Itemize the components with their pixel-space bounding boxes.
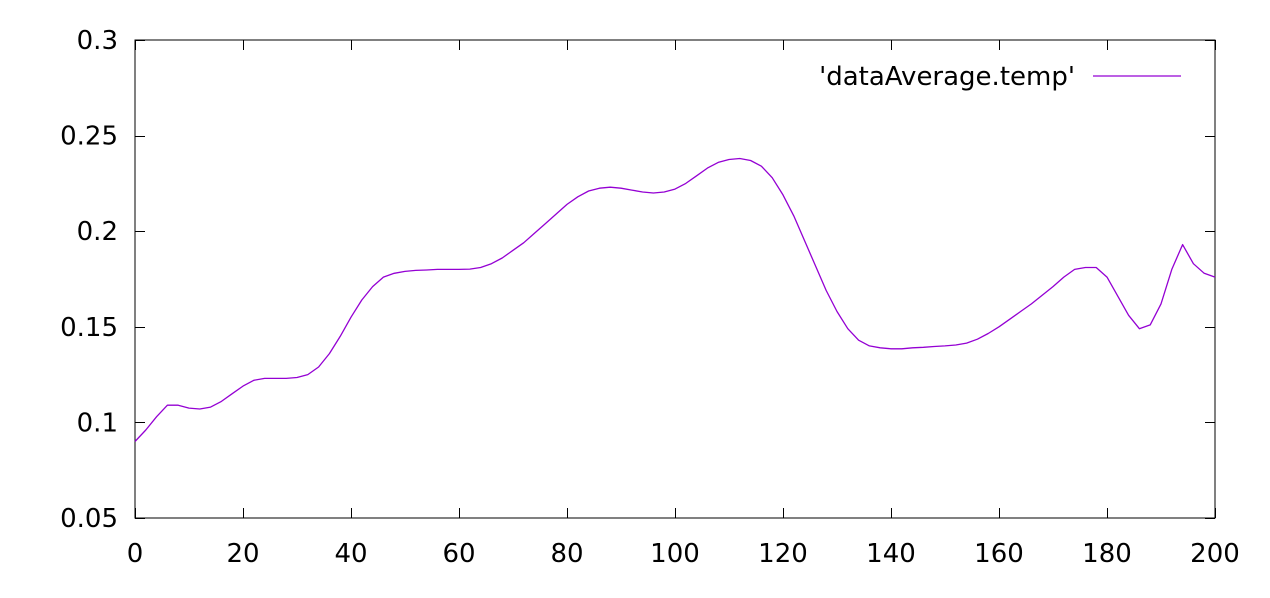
series-line	[134, 157, 1216, 442]
legend: 'dataAverage.temp'	[819, 62, 1181, 92]
y-tick-label: 0.15	[60, 313, 118, 343]
x-tick-label: 60	[442, 539, 475, 569]
x-tick-label: 0	[127, 539, 144, 569]
y-tick-label: 0.3	[77, 26, 118, 56]
y-tick-label: 0.2	[77, 217, 118, 247]
x-tick-label: 120	[758, 539, 808, 569]
legend-label: 'dataAverage.temp'	[819, 62, 1075, 92]
x-tick-label: 140	[866, 539, 916, 569]
plot-frame	[134, 39, 1216, 519]
y-tick-label: 0.1	[77, 408, 118, 438]
y-axis: 0.05 0.1 0.15 0.2 0.25 0.3	[60, 26, 1215, 534]
x-axis: 0 20 40 60 80 100 120 140 160 180 200	[127, 40, 1240, 569]
plot-series	[134, 157, 1216, 442]
x-tick-label: 180	[1082, 539, 1132, 569]
x-tick-label: 40	[334, 539, 367, 569]
y-tick-label: 0.05	[60, 504, 118, 534]
x-tick-label: 200	[1190, 539, 1240, 569]
x-tick-label: 160	[974, 539, 1024, 569]
x-tick-label: 100	[650, 539, 700, 569]
y-tick-label: 0.25	[60, 122, 118, 152]
x-tick-label: 20	[226, 539, 259, 569]
x-tick-label: 80	[550, 539, 583, 569]
